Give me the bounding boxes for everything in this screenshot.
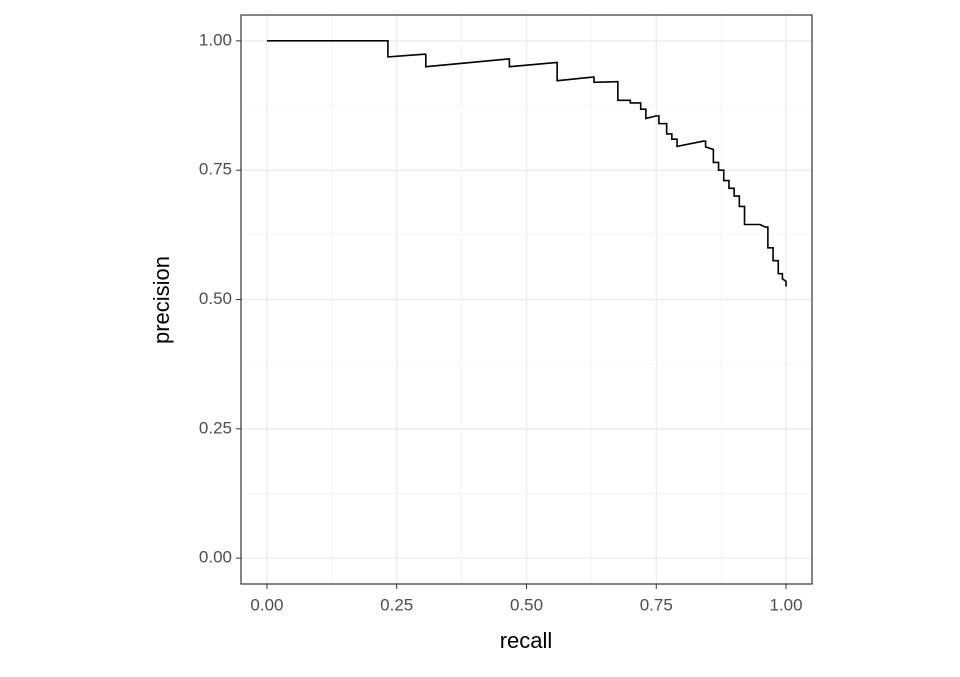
y-tick-label: 0.25 [199,418,232,437]
panel-border [240,14,813,585]
y-tick-label: 0.00 [199,548,232,567]
y-tick-label: 1.00 [199,30,232,49]
x-tick-label: 1.00 [769,595,802,614]
y-tick-label: 0.75 [199,160,232,179]
x-axis-title: recall [500,628,553,653]
x-tick-label: 0.75 [640,595,673,614]
x-tick-label: 0.50 [510,595,543,614]
y-tick-label: 0.50 [199,289,232,308]
pr-curve [266,40,787,287]
x-tick-label: 0.00 [250,595,283,614]
x-tick-label: 0.25 [380,595,413,614]
y-axis-title: precision [149,256,174,344]
